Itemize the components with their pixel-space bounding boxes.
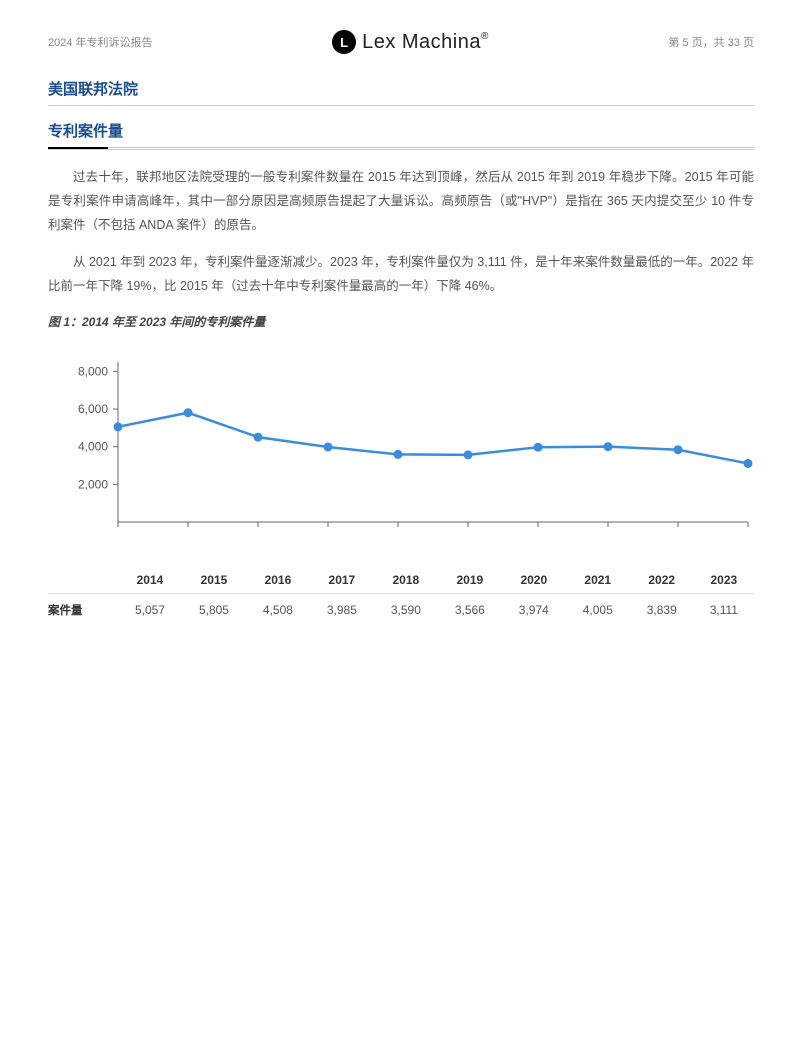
section-heading-1: 美国联邦法院 — [48, 78, 754, 106]
value-cell: 3,566 — [438, 593, 502, 626]
table-data-row: 案件量5,0575,8054,5083,9853,5903,5663,9744,… — [48, 593, 754, 626]
brand-reg: ® — [481, 31, 489, 42]
year-header: 2016 — [246, 567, 310, 594]
value-cell: 5,805 — [182, 593, 246, 626]
brand-name: Lex Machina® — [362, 31, 489, 54]
year-header: 2018 — [374, 567, 438, 594]
paragraph-1: 过去十年，联邦地区法院受理的一般专利案件数量在 2015 年达到顶峰，然后从 2… — [48, 166, 754, 237]
table-header-row: 2014201520162017201820192020202120222023 — [48, 567, 754, 594]
table-corner — [48, 567, 118, 594]
year-header: 2019 — [438, 567, 502, 594]
value-cell: 3,839 — [630, 593, 694, 626]
value-cell: 4,508 — [246, 593, 310, 626]
brand-logo-icon: L — [332, 30, 356, 54]
svg-text:2,000: 2,000 — [78, 477, 108, 491]
year-header: 2017 — [310, 567, 374, 594]
doc-title: 2024 年专利诉讼报告 — [48, 34, 153, 50]
page-header: 2024 年专利诉讼报告 L Lex Machina® 第 5 页，共 33 页 — [48, 30, 754, 54]
row-label: 案件量 — [48, 593, 118, 626]
brand-text: Lex Machina — [362, 31, 481, 53]
section-heading-2: 专利案件量 — [48, 120, 754, 148]
value-cell: 3,590 — [374, 593, 438, 626]
line-chart: 2,000 4,000 6,000 8,000 — [48, 342, 754, 562]
page-number: 第 5 页，共 33 页 — [668, 34, 754, 50]
year-header: 2023 — [694, 567, 754, 594]
year-header: 2014 — [118, 567, 182, 594]
year-header: 2020 — [502, 567, 566, 594]
chart-container: 2,0004,0006,0008,000 2014201520162017201… — [48, 342, 754, 626]
year-header: 2022 — [630, 567, 694, 594]
year-header: 2015 — [182, 567, 246, 594]
value-cell: 3,985 — [310, 593, 374, 626]
value-cell: 3,111 — [694, 593, 754, 626]
brand: L Lex Machina® — [332, 30, 489, 54]
svg-text:6,000: 6,000 — [78, 402, 108, 416]
svg-text:4,000: 4,000 — [78, 439, 108, 453]
figure-caption: 图 1：2014 年至 2023 年间的专利案件量 — [48, 313, 754, 330]
svg-text:8,000: 8,000 — [78, 364, 108, 378]
value-cell: 5,057 — [118, 593, 182, 626]
value-cell: 4,005 — [566, 593, 630, 626]
chart-data-table: 2014201520162017201820192020202120222023… — [48, 567, 754, 626]
year-header: 2021 — [566, 567, 630, 594]
value-cell: 3,974 — [502, 593, 566, 626]
paragraph-2: 从 2021 年到 2023 年，专利案件量逐渐减少。2023 年，专利案件量仅… — [48, 251, 754, 299]
